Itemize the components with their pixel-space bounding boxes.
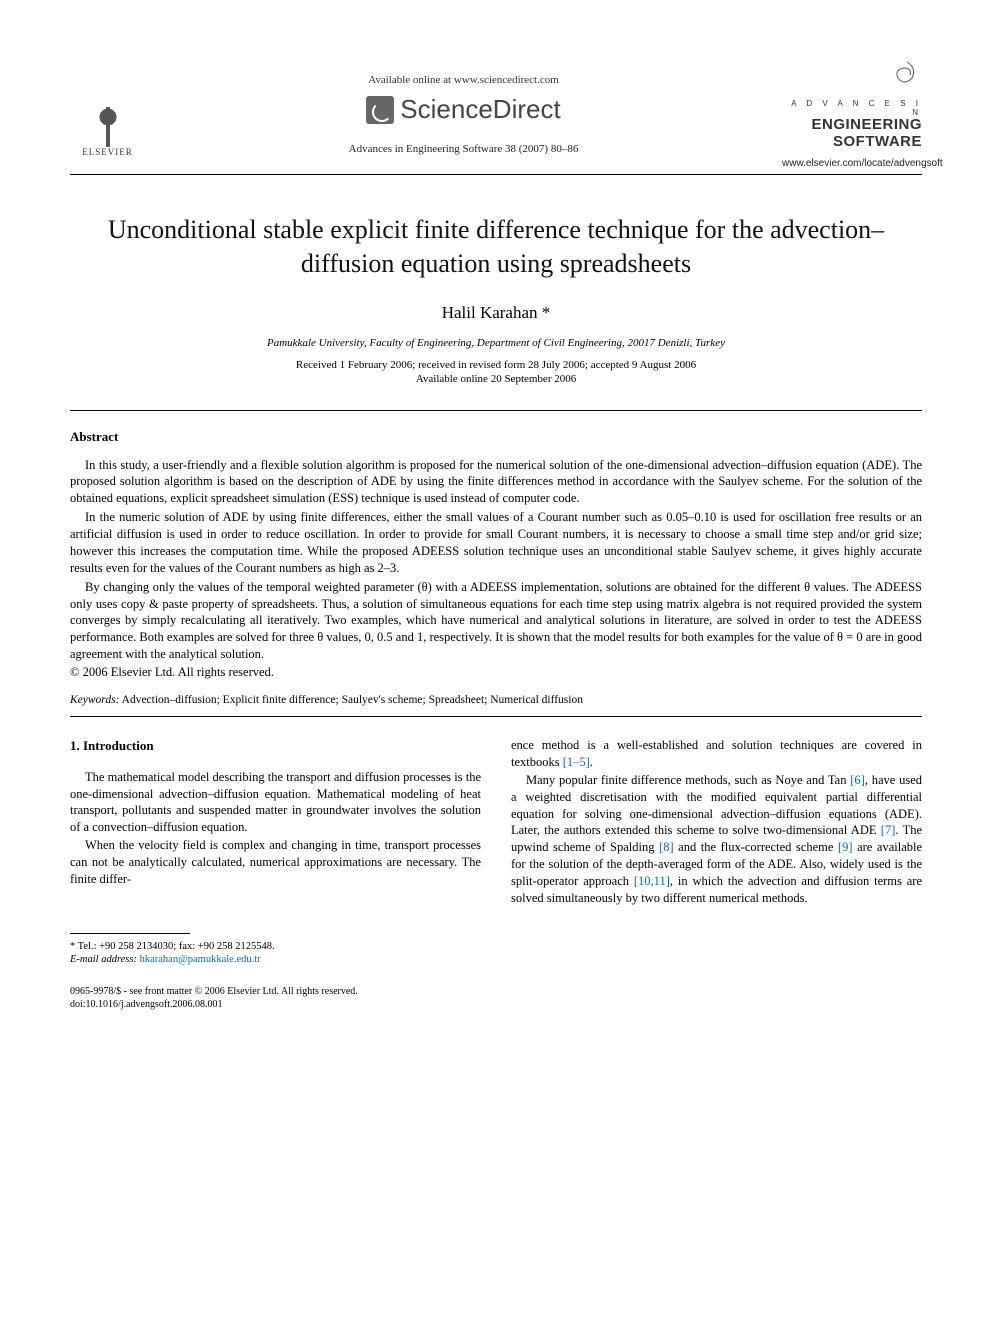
- intro-left-p2: When the velocity field is complex and c…: [70, 837, 481, 888]
- header-row: ELSEVIER Available online at www.science…: [70, 60, 922, 169]
- received-dates: Received 1 February 2006; received in re…: [70, 359, 922, 371]
- journal-url: www.elsevier.com/locate/advengsoft: [782, 158, 922, 169]
- intro-r2-a: Many popular finite difference methods, …: [526, 773, 850, 787]
- elsevier-label: ELSEVIER: [82, 147, 133, 157]
- journal-line3: SOFTWARE: [782, 134, 922, 151]
- two-column-body: 1. Introduction The mathematical model d…: [70, 737, 922, 967]
- elsevier-logo: ELSEVIER: [70, 72, 145, 157]
- sciencedirect-text: ScienceDirect: [400, 94, 560, 125]
- header-rule: [70, 174, 922, 175]
- journal-line1: A D V A N C E S I N: [782, 99, 922, 117]
- footnote-tel: * Tel.: +90 258 2134030; fax: +90 258 21…: [70, 940, 481, 954]
- author-name: Halil Karahan *: [70, 303, 922, 323]
- intro-r2-d: and the flux-corrected scheme: [674, 840, 838, 854]
- ref-7[interactable]: [7]: [881, 823, 896, 837]
- footnote-separator: [70, 933, 190, 934]
- copyright: © 2006 Elsevier Ltd. All rights reserved…: [70, 665, 922, 680]
- intro-heading: 1. Introduction: [70, 737, 481, 755]
- keywords: Keywords: Advection–diffusion; Explicit …: [70, 694, 922, 706]
- keywords-label: Keywords:: [70, 694, 119, 706]
- available-date: Available online 20 September 2006: [70, 373, 922, 385]
- journal-reference: Advances in Engineering Software 38 (200…: [145, 143, 782, 155]
- available-online-text: Available online at www.sciencedirect.co…: [145, 74, 782, 86]
- ref-10-11[interactable]: [10,11]: [634, 874, 670, 888]
- abstract-p2: In the numeric solution of ADE by using …: [70, 509, 922, 577]
- intro-left-p1: The mathematical model describing the tr…: [70, 769, 481, 837]
- paper-title: Unconditional stable explicit finite dif…: [100, 213, 892, 281]
- affiliation: Pamukkale University, Faculty of Enginee…: [70, 337, 922, 349]
- journal-line2: ENGINEERING: [782, 117, 922, 134]
- journal-logo-block: A D V A N C E S I N ENGINEERING SOFTWARE…: [782, 60, 922, 169]
- abstract-p3-text: By changing only the values of the tempo…: [70, 580, 922, 662]
- ref-6[interactable]: [6]: [850, 773, 865, 787]
- intro-right-p1: ence method is a well-established and so…: [511, 737, 922, 771]
- journal-swirl-icon: [892, 60, 922, 90]
- footnote-email: E-mail address: hkarahan@pamukkale.edu.t…: [70, 953, 481, 967]
- left-column: 1. Introduction The mathematical model d…: [70, 737, 481, 967]
- footer: 0965-9978/$ - see front matter © 2006 El…: [70, 985, 922, 1011]
- ref-9[interactable]: [9]: [838, 840, 853, 854]
- intro-r1-b: .: [590, 755, 593, 769]
- abstract-bottom-rule: [70, 716, 922, 717]
- footer-line1: 0965-9978/$ - see front matter © 2006 El…: [70, 985, 922, 998]
- abstract-p3: By changing only the values of the tempo…: [70, 579, 922, 663]
- email-label: E-mail address:: [70, 954, 137, 965]
- intro-right-p2: Many popular finite difference methods, …: [511, 772, 922, 907]
- footer-doi: doi:10.1016/j.advengsoft.2006.08.001: [70, 998, 922, 1011]
- abstract-p1: In this study, a user-friendly and a fle…: [70, 457, 922, 508]
- ref-1-5[interactable]: [1–5]: [563, 755, 590, 769]
- ref-8[interactable]: [8]: [659, 840, 674, 854]
- sciencedirect-icon: [366, 96, 394, 124]
- right-column: ence method is a well-established and so…: [511, 737, 922, 967]
- center-header: Available online at www.sciencedirect.co…: [145, 74, 782, 155]
- abstract-top-rule: [70, 410, 922, 411]
- keywords-text: Advection–diffusion; Explicit finite dif…: [119, 694, 583, 706]
- elsevier-tree-icon: [78, 87, 138, 147]
- abstract-heading: Abstract: [70, 429, 922, 445]
- email-address[interactable]: hkarahan@pamukkale.edu.tr: [137, 954, 261, 965]
- sciencedirect-logo: ScienceDirect: [145, 94, 782, 125]
